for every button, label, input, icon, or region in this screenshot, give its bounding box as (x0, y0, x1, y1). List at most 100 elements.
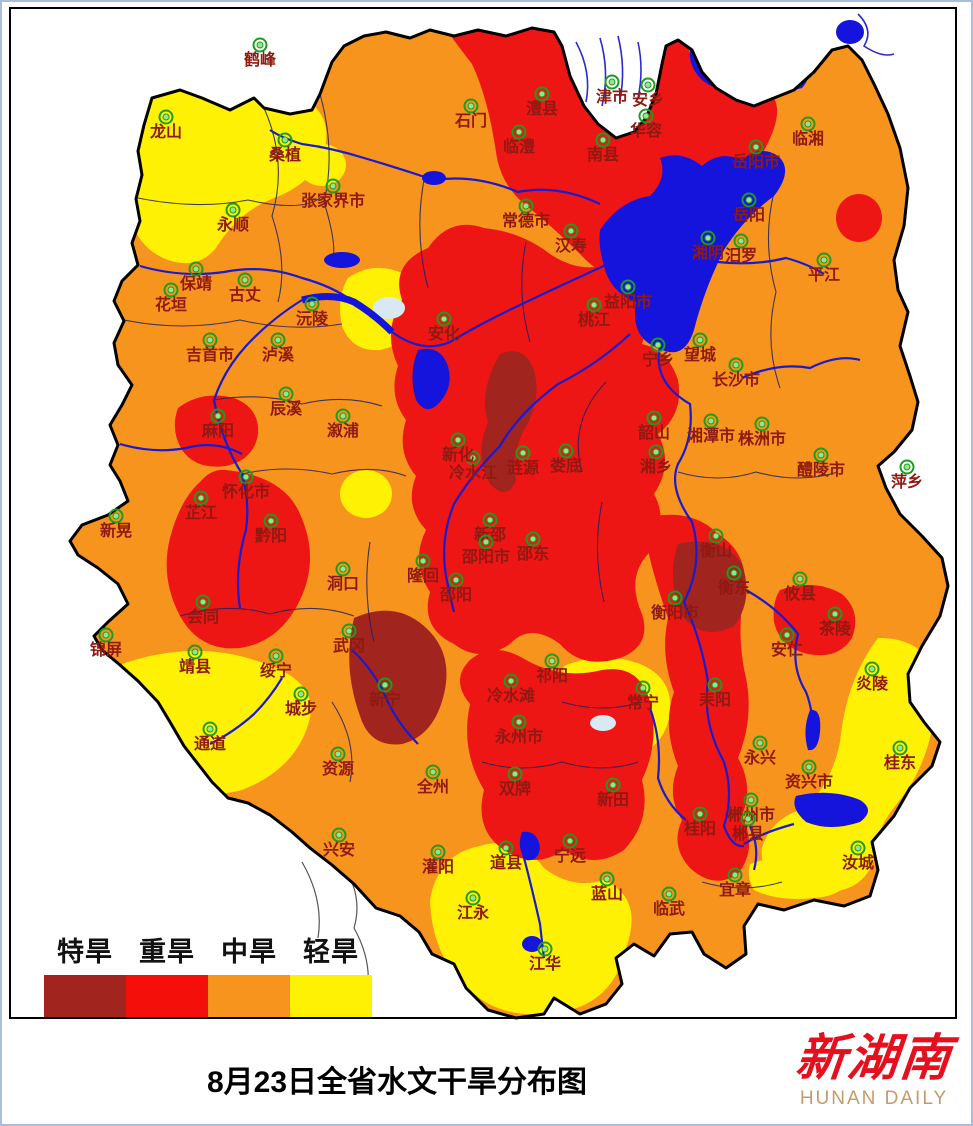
station-icon (448, 572, 464, 588)
station-icon (98, 627, 114, 643)
station-icon-center (711, 681, 719, 689)
station-label: 花垣 (155, 295, 187, 314)
station-icon (268, 648, 284, 664)
station-桂阳: 桂阳 (683, 806, 716, 838)
station-icon-center (339, 412, 347, 420)
station-icon-center (529, 535, 537, 543)
station-icon-center (831, 610, 839, 618)
station-icon-center (730, 569, 738, 577)
station-冷水滩: 冷水滩 (487, 673, 535, 705)
station-label: 江华 (529, 954, 561, 973)
station-label: 古丈 (229, 285, 261, 304)
station-icon-center (652, 448, 660, 456)
station-icon-center (624, 283, 632, 291)
station-label: 蓝山 (591, 884, 623, 903)
station-icon (436, 311, 452, 327)
station-通道: 通道 (194, 721, 226, 753)
station-icon-center (712, 532, 720, 540)
station-icon (335, 561, 351, 577)
station-label: 双牌 (499, 779, 531, 798)
station-icon (377, 677, 393, 693)
wuqiangxi-reservoir (301, 293, 395, 335)
station-安仁: 安仁 (771, 627, 803, 659)
station-label: 娄底 (550, 456, 582, 475)
station-汝城: 汝城 (842, 840, 874, 872)
station-label: 常德市 (502, 211, 550, 230)
station-icon (850, 840, 866, 856)
station-icon-center (281, 136, 289, 144)
station-label: 长沙市 (712, 370, 760, 389)
station-萍乡: 萍乡 (891, 459, 923, 491)
station-icon (341, 623, 357, 639)
station-icon (692, 806, 708, 822)
station-耒阳: 耒阳 (698, 677, 731, 709)
station-双牌: 双牌 (499, 766, 531, 798)
station-label: 衡东 (718, 578, 750, 597)
station-新晃: 新晃 (100, 508, 132, 540)
station-icon (801, 759, 817, 775)
station-label: 南县 (587, 145, 619, 164)
station-icon-center (192, 265, 200, 273)
station-韶山: 韶山 (638, 410, 670, 442)
station-icon-center (590, 301, 598, 309)
station-icon-center (538, 90, 546, 98)
station-icon-center (603, 875, 611, 883)
station-label: 桃江 (578, 310, 610, 329)
station-icon-center (707, 417, 715, 425)
station-资兴市: 资兴市 (785, 759, 833, 791)
station-icon-center (654, 341, 662, 349)
station-长沙市: 长沙市 (712, 357, 760, 389)
station-icon-center (454, 436, 462, 444)
legend-swatch (126, 975, 208, 1017)
station-label: 衡阳市 (651, 603, 699, 622)
station-label: 道县 (490, 853, 522, 872)
station-icon (202, 332, 218, 348)
station-icon-center (334, 750, 342, 758)
station-icon (195, 594, 211, 610)
station-icon-center (599, 136, 607, 144)
station-icon (325, 178, 341, 194)
legend-swatch (44, 975, 126, 1017)
station-label: 江永 (457, 903, 489, 922)
station-label: 龙山 (149, 122, 182, 141)
station-label: 祁阳 (536, 666, 568, 685)
station-icon (899, 459, 915, 475)
extreme-drought-regions (349, 351, 747, 745)
station-icon-center (609, 781, 617, 789)
station-郴州市: 郴州市 (727, 792, 775, 824)
station-icon-center (519, 449, 527, 457)
station-麻阳: 麻阳 (201, 408, 234, 440)
station-icon-center (566, 837, 574, 845)
station-label: 岳阳市 (732, 152, 780, 171)
station-锦屏: 锦屏 (90, 627, 122, 659)
station-icon-center (642, 112, 650, 120)
station-label: 隆回 (407, 566, 439, 585)
station-label: 宁乡 (642, 350, 674, 369)
station-label: 茶陵 (818, 619, 852, 638)
station-icon-center (562, 447, 570, 455)
station-icon-center (112, 512, 120, 520)
station-icon-center (817, 451, 825, 459)
station-城步: 城步 (285, 686, 317, 718)
station-label: 湘阴 (692, 243, 724, 262)
station-icon (415, 553, 431, 569)
station-icon-center (162, 113, 170, 121)
station-icon (507, 766, 523, 782)
station-label: 邵东 (516, 544, 549, 563)
station-icon (728, 357, 744, 373)
station-icon-center (756, 739, 764, 747)
station-icon (648, 444, 664, 460)
station-icon-center (696, 810, 704, 818)
station-icon-center (282, 390, 290, 398)
station-桃江: 桃江 (578, 297, 610, 329)
station-华容: 华容 (630, 108, 662, 140)
station-label: 耒阳 (698, 690, 731, 709)
station-icon (740, 811, 756, 827)
station-icon (792, 571, 808, 587)
station-icon (800, 116, 816, 132)
station-icon-center (608, 78, 616, 86)
station-龙山: 龙山 (149, 109, 182, 141)
station-icon-center (335, 831, 343, 839)
map-title: 8月23日全省水文干旱分布图 (206, 1066, 588, 1099)
